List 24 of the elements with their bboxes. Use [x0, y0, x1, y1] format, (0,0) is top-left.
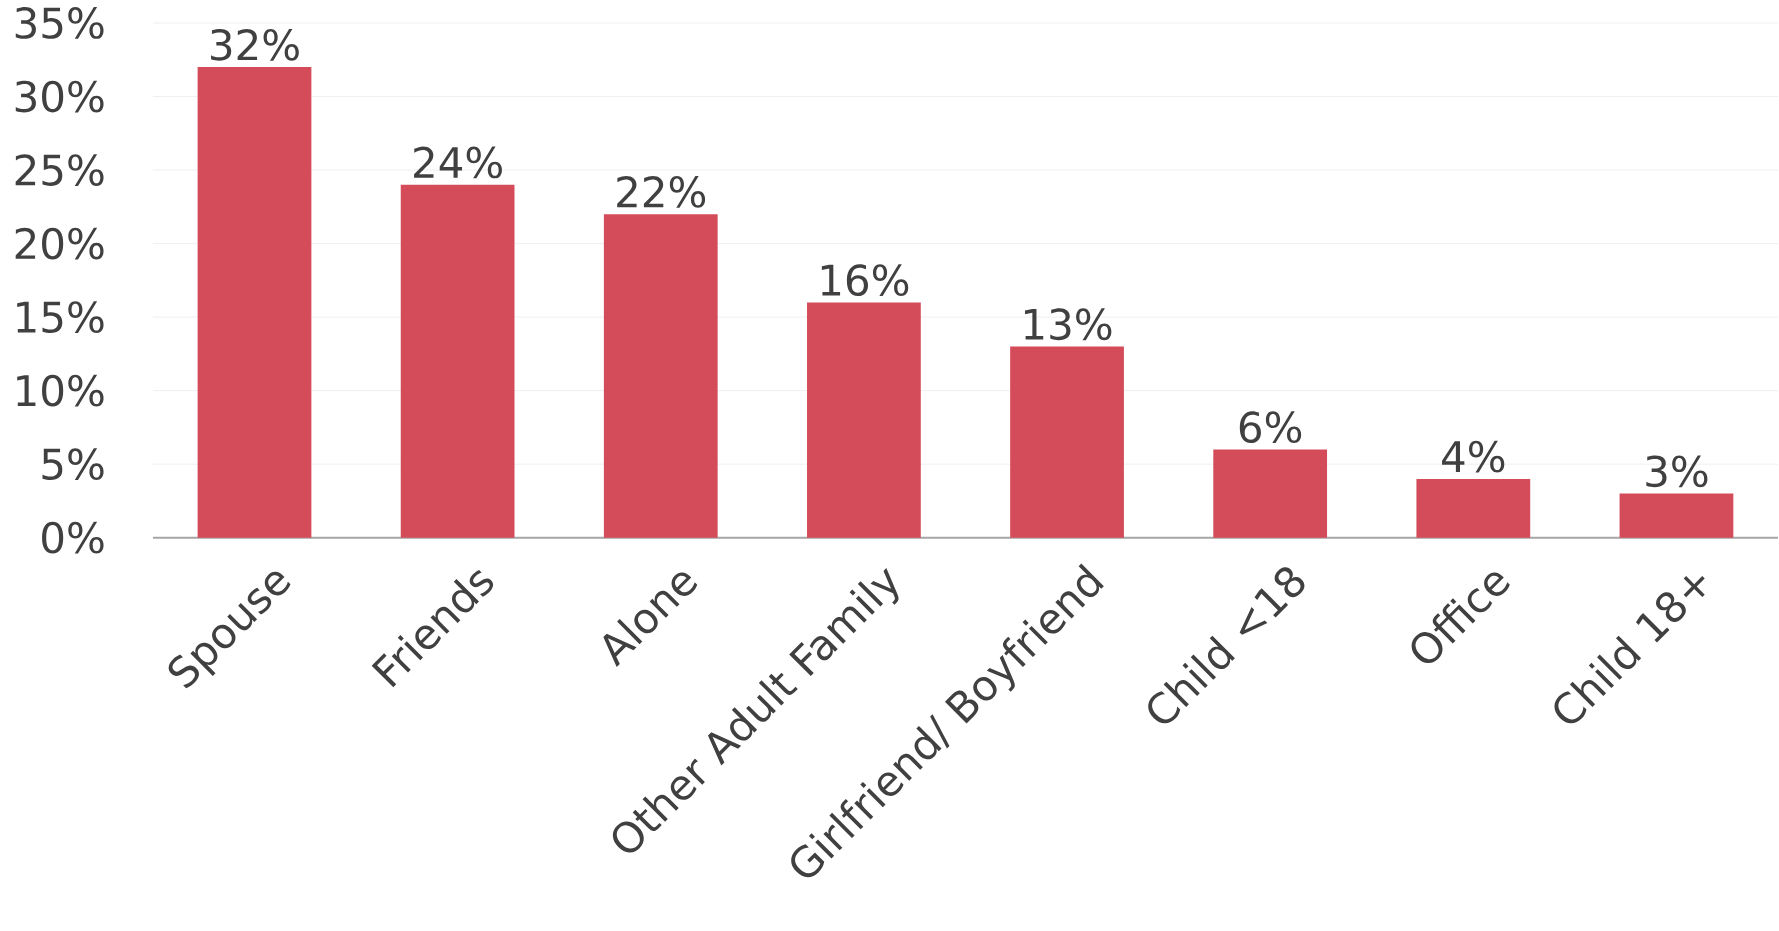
bar: [603, 213, 718, 538]
bar: [807, 302, 921, 538]
bar: [1619, 493, 1734, 538]
data-label: 4%: [1442, 440, 1505, 473]
y-tick-label: 15%: [17, 301, 104, 333]
data-label: 22%: [617, 175, 706, 208]
data-label: 16%: [821, 264, 909, 296]
bar: [1416, 478, 1531, 538]
y-tick-label: 25%: [15, 153, 104, 186]
data-label: 3%: [1646, 455, 1708, 487]
data-label: 13%: [1025, 308, 1112, 340]
y-tick-label: 5%: [42, 448, 104, 480]
y-tick-label: 35%: [15, 6, 104, 39]
bar: [197, 66, 312, 538]
bar: [1213, 449, 1328, 538]
y-tick-label: 20%: [15, 227, 104, 260]
bar: [400, 184, 515, 538]
y-tick-label: 0%: [42, 521, 104, 554]
data-label: 6%: [1239, 411, 1302, 443]
bar: [1010, 346, 1124, 538]
data-label: 24%: [414, 146, 502, 179]
y-tick-label: 10%: [17, 374, 104, 407]
y-tick-label: 30%: [15, 80, 104, 113]
data-label: 32%: [211, 28, 299, 61]
